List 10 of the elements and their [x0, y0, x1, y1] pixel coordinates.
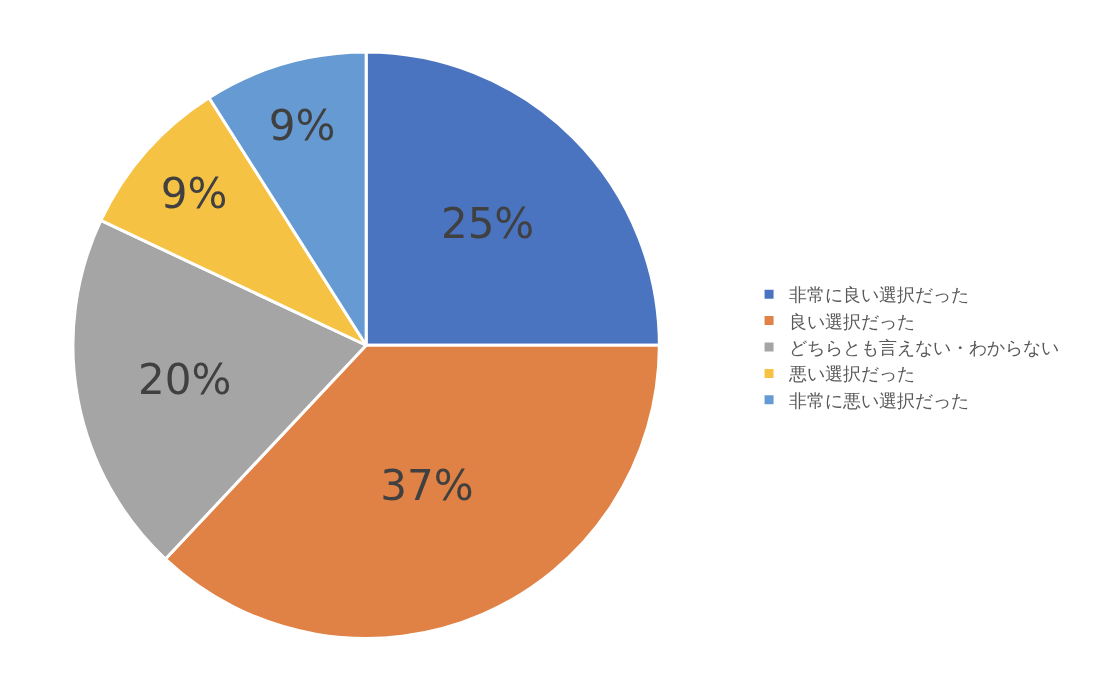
- legend-label: 非常に悪い選択だった: [789, 389, 970, 411]
- data-label: 37%: [380, 461, 474, 511]
- data-label: 25%: [440, 199, 535, 249]
- data-label: 20%: [138, 355, 232, 405]
- data-label: 9%: [268, 100, 336, 150]
- legend-label: 非常に良い選択だった: [789, 284, 970, 306]
- legend-label: どちらとも言えない・わからない: [789, 337, 1060, 359]
- legend-label: 良い選択だった: [789, 310, 916, 332]
- legend-label: 悪い選択だった: [788, 363, 916, 385]
- data-label: 9%: [160, 169, 228, 219]
